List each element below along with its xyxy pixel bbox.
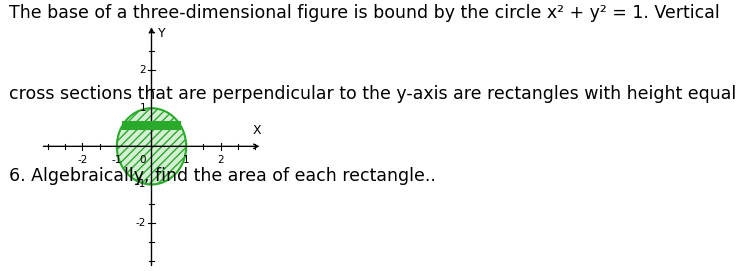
Text: -1: -1 (136, 179, 146, 189)
Text: 2: 2 (140, 65, 146, 75)
Text: Y: Y (157, 27, 166, 40)
Text: 1: 1 (140, 103, 146, 113)
Text: 2: 2 (217, 155, 224, 165)
Bar (123, 122, 180, 129)
Polygon shape (117, 108, 186, 185)
Text: -2: -2 (77, 155, 87, 165)
Text: The base of a three-dimensional figure is bound by the circle x² + y² = 1. Verti: The base of a three-dimensional figure i… (9, 4, 720, 22)
Text: X: X (253, 124, 262, 137)
Text: 0: 0 (140, 155, 146, 165)
Text: -2: -2 (136, 218, 146, 228)
Text: cross sections that are perpendicular to the y-axis are rectangles with height e: cross sections that are perpendicular to… (9, 85, 739, 103)
Text: 1: 1 (183, 155, 189, 165)
Text: 6. Algebraically, find the area of each rectangle..: 6. Algebraically, find the area of each … (9, 167, 436, 185)
Text: -1: -1 (112, 155, 122, 165)
